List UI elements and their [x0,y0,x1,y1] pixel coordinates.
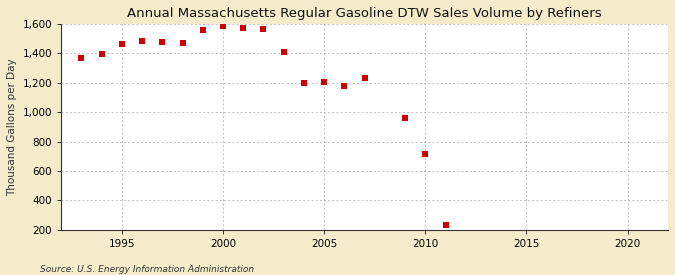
Text: Source: U.S. Energy Information Administration: Source: U.S. Energy Information Administ… [40,265,254,274]
Title: Annual Massachusetts Regular Gasoline DTW Sales Volume by Refiners: Annual Massachusetts Regular Gasoline DT… [128,7,602,20]
Y-axis label: Thousand Gallons per Day: Thousand Gallons per Day [7,58,17,196]
